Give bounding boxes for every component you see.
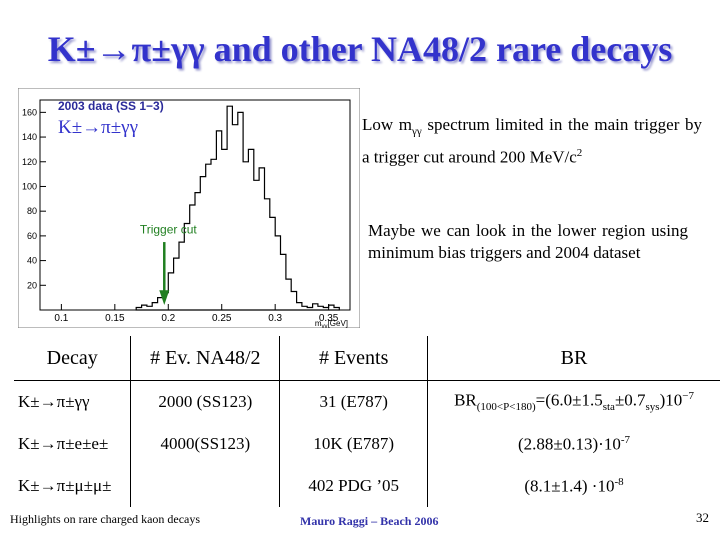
cell-ev: 2000 (SS123) bbox=[130, 380, 280, 423]
histogram-bar bbox=[313, 304, 318, 310]
histogram-bar bbox=[286, 279, 291, 310]
trigger-cut-label: Trigger cut bbox=[140, 222, 198, 236]
histogram-outline bbox=[135, 105, 340, 311]
cell-events: 31 (E787) bbox=[279, 380, 428, 423]
x-tick-label: 0.15 bbox=[105, 313, 125, 324]
cell-decay: K±→π±γγ bbox=[18, 392, 90, 411]
plot-area: 20 40 60 80 100 120 140 160 0.1 0.15 0.2 0.25 0.3 0.3… bbox=[22, 99, 351, 328]
histogram-bar bbox=[142, 305, 147, 310]
table-row: K±→π±γγ 2000 (SS123) 31 (E787) BR(100<P<… bbox=[14, 380, 720, 423]
header-decay: Decay bbox=[46, 346, 98, 369]
histogram-bar bbox=[222, 149, 227, 310]
cell-ev: 4000(SS123) bbox=[130, 423, 280, 465]
histogram-bar bbox=[232, 125, 237, 310]
histogram-chart: 20 40 60 80 100 120 140 160 0.1 0.15 0.2 0.25 0.3 0.3… bbox=[18, 88, 360, 328]
footer-left: Highlights on rare charged kaon decays bbox=[10, 512, 201, 526]
cell-events: 402 PDG ’05 bbox=[279, 465, 428, 507]
cell-decay: K±→π±μ±μ± bbox=[18, 476, 112, 495]
histogram-bar bbox=[270, 217, 275, 310]
page-number: 32 bbox=[696, 510, 709, 525]
histogram-bar bbox=[152, 303, 157, 310]
histogram-bar bbox=[323, 308, 328, 311]
description-minimum-bias: Maybe we can look in the lower region us… bbox=[368, 221, 688, 262]
histogram-bar bbox=[168, 273, 173, 310]
histogram-bar bbox=[291, 292, 296, 311]
histogram-bar bbox=[184, 224, 189, 311]
histogram-bar bbox=[281, 254, 286, 310]
desc-text-2: spectrum limited in the main trigger by … bbox=[362, 115, 702, 168]
histogram-bar bbox=[302, 306, 307, 310]
y-tick-label: 80 bbox=[27, 206, 37, 216]
header-br: BR bbox=[427, 336, 720, 381]
histogram-bar bbox=[206, 164, 211, 310]
histogram-bar bbox=[158, 298, 163, 310]
histogram-bar bbox=[179, 242, 184, 310]
chart-title: 2003 data (SS 1−3) bbox=[58, 99, 164, 113]
x-tick-label: 0.1 bbox=[54, 313, 68, 324]
x-tick-label: 0.3 bbox=[268, 313, 282, 324]
header-ev-na48: # Ev. NA48/2 bbox=[130, 336, 280, 381]
trigger-cut-arrow-head bbox=[159, 290, 170, 306]
y-tick-label: 20 bbox=[27, 280, 37, 290]
x-axis-label: mγγ[GeV] bbox=[315, 319, 348, 328]
table-row: K±→π±μ±μ± 402 PDG ’05 (8.1±1.4) ·10-8 bbox=[14, 465, 720, 507]
histogram-bar bbox=[216, 131, 221, 310]
cell-ev bbox=[130, 465, 280, 507]
decay-table: Decay # Ev. NA48/2 # Events BR K±→π±γγ 2… bbox=[14, 336, 720, 507]
y-tick-label: 100 bbox=[22, 181, 37, 191]
header-events: # Events bbox=[279, 336, 428, 381]
decay-label: K±→π±γγ bbox=[58, 117, 138, 138]
histogram-bar bbox=[297, 303, 302, 310]
footer-author: Mauro Raggi – Beach 2006 bbox=[300, 514, 439, 528]
histogram-bar bbox=[275, 236, 280, 310]
cell-br: (2.88±0.13)·10-7 bbox=[427, 423, 720, 465]
cell-events: 10K (E787) bbox=[279, 423, 428, 465]
cell-br: (8.1±1.4) ·10-8 bbox=[427, 465, 720, 507]
histogram-bar bbox=[174, 258, 179, 310]
cell-decay: K±→π±e±e± bbox=[18, 434, 109, 453]
histogram-bar bbox=[195, 193, 200, 310]
y-tick-label: 140 bbox=[22, 132, 37, 142]
histogram-bar bbox=[259, 168, 264, 310]
histogram-bar bbox=[200, 177, 205, 310]
desc-sub: γγ bbox=[412, 125, 422, 138]
histogram-bar bbox=[190, 205, 195, 310]
histogram-bar bbox=[147, 306, 152, 310]
description-trigger: Low mγγ spectrum limited in the main tri… bbox=[362, 114, 702, 169]
histogram-bar bbox=[227, 106, 232, 310]
y-tick-label: 120 bbox=[22, 157, 37, 167]
histogram-bar bbox=[238, 112, 243, 310]
histogram-bar bbox=[307, 308, 312, 311]
y-tick-label: 160 bbox=[22, 107, 37, 117]
x-tick-label: 0.2 bbox=[161, 313, 175, 324]
histogram-bar bbox=[318, 306, 323, 310]
histogram-bar bbox=[334, 308, 339, 311]
histogram-bar bbox=[211, 159, 216, 310]
y-tick-label: 60 bbox=[27, 231, 37, 241]
x-tick-label: 0.35 bbox=[319, 313, 339, 324]
histogram-bar bbox=[329, 305, 334, 310]
histogram-bar bbox=[265, 199, 270, 310]
desc-sup: 2 bbox=[576, 147, 583, 160]
histogram-bar bbox=[248, 149, 253, 310]
desc-text-1: Low m bbox=[362, 115, 413, 134]
histogram-bar bbox=[254, 180, 259, 310]
table-header-row: Decay # Ev. NA48/2 # Events BR bbox=[14, 336, 720, 381]
cell-br: BR(100<P<180)=(6.0±1.5sta±0.7sys)10−7 bbox=[427, 380, 720, 423]
table-row: K±→π±e±e± 4000(SS123) 10K (E787) (2.88±0… bbox=[14, 423, 720, 465]
x-tick-label: 0.25 bbox=[212, 313, 232, 324]
y-tick-label: 40 bbox=[27, 256, 37, 266]
histogram-bar bbox=[243, 162, 248, 310]
histogram-bar bbox=[136, 308, 141, 311]
slide-title: K±→π±γγ and other NA48/2 rare decays bbox=[47, 29, 673, 69]
